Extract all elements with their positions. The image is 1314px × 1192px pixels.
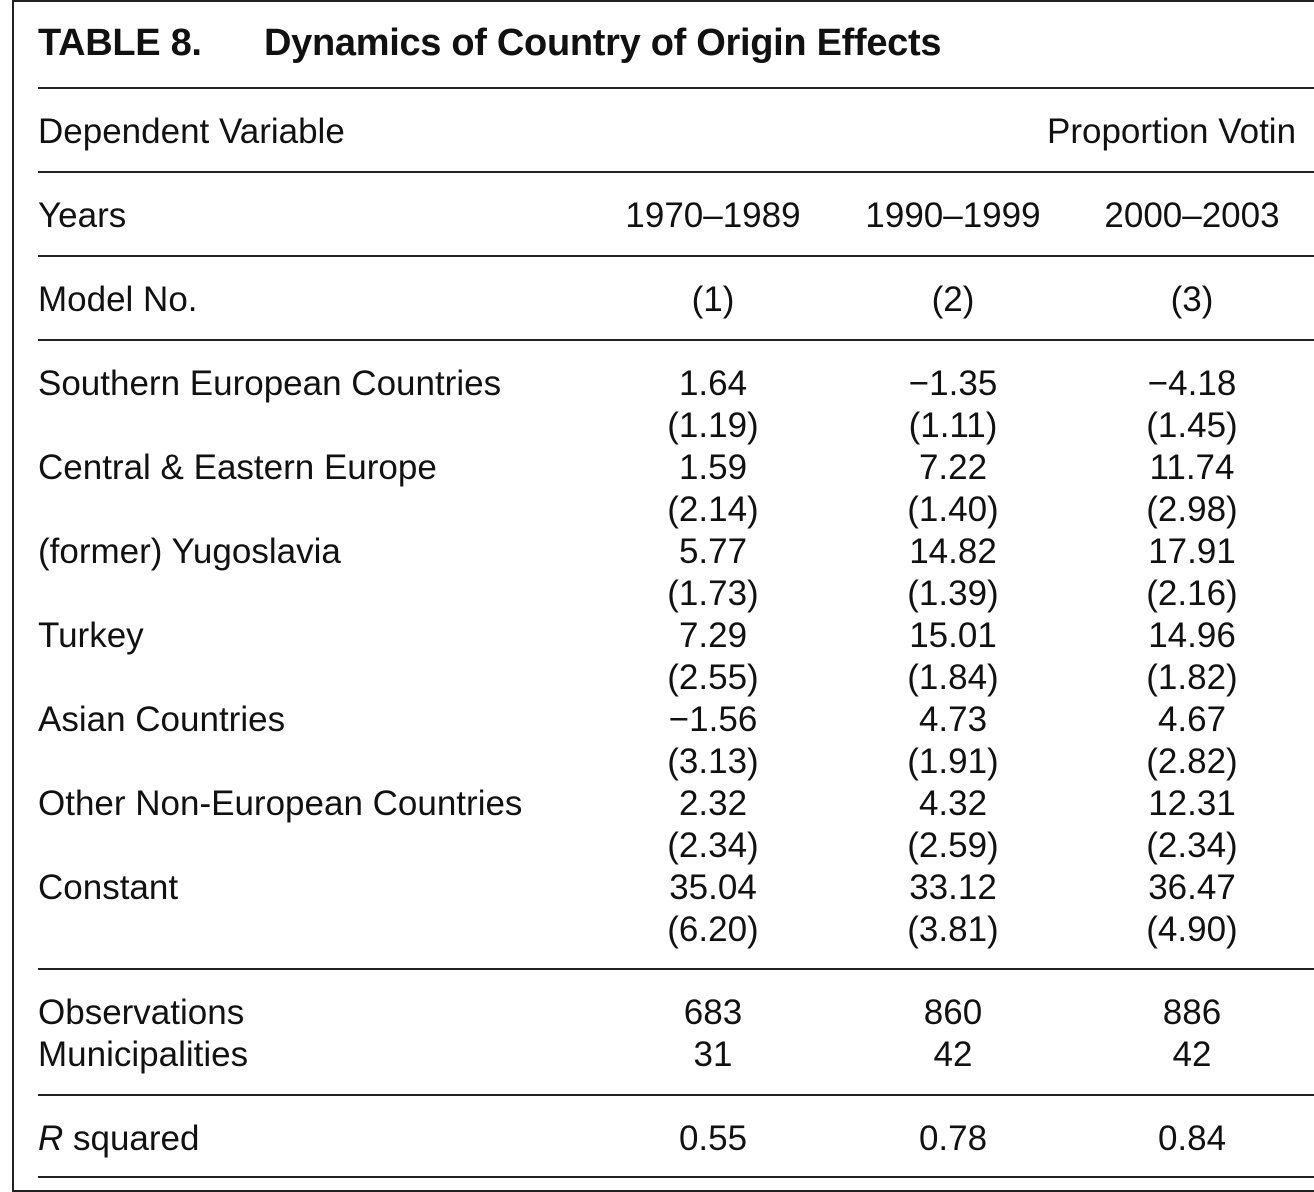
coef-cell: 17.91: [1148, 532, 1236, 571]
r-squared-label-italic: R: [38, 1119, 64, 1158]
se-cell: (1.11): [908, 406, 998, 445]
se-cell: (4.90): [1146, 910, 1238, 949]
row-label: Other Non-European Countries: [38, 784, 523, 823]
se-cell: (2.34): [667, 826, 759, 865]
r-squared-label: R squared: [38, 1118, 200, 1160]
years-label: Years: [38, 196, 127, 235]
se-cell: (1.45): [1146, 406, 1238, 445]
rule-after-coefficients: [38, 968, 1314, 970]
coef-cell: 36.47: [1148, 868, 1236, 907]
r-squared-col-3: 0.84: [1157, 1119, 1227, 1158]
municipalities-col-3: 42: [1172, 1035, 1212, 1074]
table-title: TABLE 8. Dynamics of Country of Origin Ef…: [38, 22, 942, 65]
row-label: Constant: [38, 868, 179, 907]
years-col-2: 1990–1999: [865, 196, 1041, 235]
table-label: TABLE 8.: [38, 22, 202, 64]
coef-cell: −1.56: [668, 700, 758, 739]
se-cell: (1.82): [1146, 658, 1238, 697]
coef-cell: 14.96: [1148, 616, 1236, 655]
coef-cell: −4.18: [1147, 364, 1237, 403]
model-no-col-1: (1): [691, 280, 735, 319]
observations-label: Observations: [38, 993, 245, 1032]
se-cell: (1.91): [907, 742, 999, 781]
observations-col-2: 860: [923, 993, 983, 1032]
coef-cell: 2.32: [678, 784, 748, 823]
coef-cell: 1.59: [678, 448, 748, 487]
table-caption: Dynamics of Country of Origin Effects: [264, 22, 942, 64]
se-cell: (2.59): [907, 826, 999, 865]
se-cell: (2.98): [1146, 490, 1238, 529]
table-frame: [12, 0, 1314, 1192]
se-cell: (2.14): [667, 490, 759, 529]
coef-cell: 12.31: [1148, 784, 1236, 823]
rule-after-model-no: [38, 339, 1314, 341]
coef-cell: 11.74: [1149, 448, 1235, 487]
rule-after-years: [38, 255, 1314, 257]
dependent-variable-label: Dependent Variable: [38, 112, 345, 151]
bottom-rule: [38, 1176, 1314, 1178]
se-cell: (1.39): [907, 574, 999, 613]
coef-cell: 14.82: [909, 532, 997, 571]
observations-col-3: 886: [1162, 993, 1222, 1032]
row-label: Southern European Countries: [38, 364, 502, 403]
observations-col-1: 683: [683, 993, 743, 1032]
se-cell: (1.40): [907, 490, 999, 529]
se-cell: (1.73): [667, 574, 759, 613]
r-squared-col-2: 0.78: [918, 1119, 988, 1158]
r-squared-col-1: 0.55: [678, 1119, 748, 1158]
coef-cell: 1.64: [678, 364, 748, 403]
municipalities-label: Municipalities: [38, 1035, 249, 1074]
municipalities-col-2: 42: [933, 1035, 973, 1074]
coef-cell: 7.29: [678, 616, 748, 655]
rule-after-counts: [38, 1094, 1314, 1096]
coef-cell: 5.77: [678, 532, 748, 571]
coef-cell: 35.04: [669, 868, 757, 907]
se-cell: (3.81): [907, 910, 999, 949]
rule-after-dependent: [38, 171, 1314, 173]
coef-cell: 33.12: [909, 868, 997, 907]
se-cell: (1.84): [907, 658, 999, 697]
se-cell: (2.16): [1146, 574, 1238, 613]
se-cell: (1.19): [667, 406, 759, 445]
model-no-label: Model No.: [38, 280, 198, 319]
municipalities-col-1: 31: [693, 1035, 733, 1074]
se-cell: (2.34): [1146, 826, 1238, 865]
row-label: Central & Eastern Europe: [38, 448, 437, 487]
r-squared-label-rest: squared: [63, 1119, 200, 1158]
years-col-1: 1970–1989: [625, 196, 801, 235]
model-no-col-3: (3): [1170, 280, 1214, 319]
coef-cell: −1.35: [908, 364, 998, 403]
row-label: (former) Yugoslavia: [38, 532, 341, 571]
coef-cell: 7.22: [918, 448, 988, 487]
top-rule: [38, 87, 1314, 89]
coef-cell: 15.01: [909, 616, 997, 655]
dependent-variable-value: Proportion Votin: [1047, 112, 1297, 151]
se-cell: (3.13): [667, 742, 759, 781]
se-cell: (2.55): [667, 658, 759, 697]
years-col-3: 2000–2003: [1104, 196, 1280, 235]
se-cell: (2.82): [1146, 742, 1238, 781]
row-label: Asian Countries: [38, 700, 286, 739]
coef-cell: 4.73: [918, 700, 988, 739]
coef-cell: 4.67: [1157, 700, 1227, 739]
se-cell: (6.20): [667, 910, 759, 949]
model-no-col-2: (2): [931, 280, 975, 319]
coef-cell: 4.32: [918, 784, 988, 823]
row-label: Turkey: [38, 616, 144, 655]
